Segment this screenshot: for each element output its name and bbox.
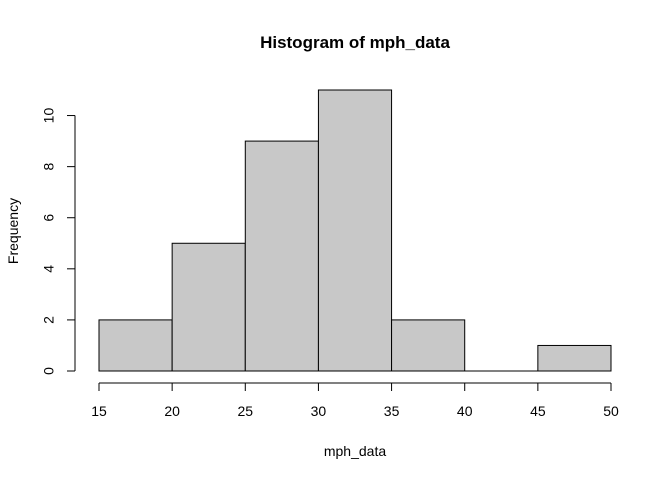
y-tick-label: 6 xyxy=(41,214,57,222)
x-axis-label: mph_data xyxy=(324,443,386,459)
y-tick-label: 10 xyxy=(41,108,57,124)
x-tick-label: 25 xyxy=(237,403,253,419)
y-tick-label: 4 xyxy=(41,265,57,273)
x-axis: 15 20 25 30 35 40 45 50 xyxy=(91,382,619,419)
y-axis-label: Frequency xyxy=(5,198,21,264)
x-tick-label: 35 xyxy=(384,403,400,419)
x-tick-label: 20 xyxy=(164,403,180,419)
x-tick-label: 15 xyxy=(91,403,107,419)
x-tick-label: 40 xyxy=(457,403,473,419)
histogram-bar xyxy=(244,140,319,372)
histogram-bar xyxy=(317,89,393,372)
x-tick-label: 50 xyxy=(603,403,619,419)
histogram-bar xyxy=(537,344,612,372)
bars-group xyxy=(98,89,612,372)
histogram-bar xyxy=(391,319,466,372)
y-axis: 0 2 4 6 8 10 xyxy=(41,108,76,375)
x-tick-label: 45 xyxy=(530,403,546,419)
chart-title: Histogram of mph_data xyxy=(260,33,450,52)
x-tick-label: 30 xyxy=(311,403,327,419)
histogram-bar xyxy=(98,319,173,372)
y-tick-label: 2 xyxy=(41,316,57,324)
histogram-bar xyxy=(171,242,246,372)
y-tick-label: 8 xyxy=(41,163,57,171)
y-tick-label: 0 xyxy=(41,367,57,375)
